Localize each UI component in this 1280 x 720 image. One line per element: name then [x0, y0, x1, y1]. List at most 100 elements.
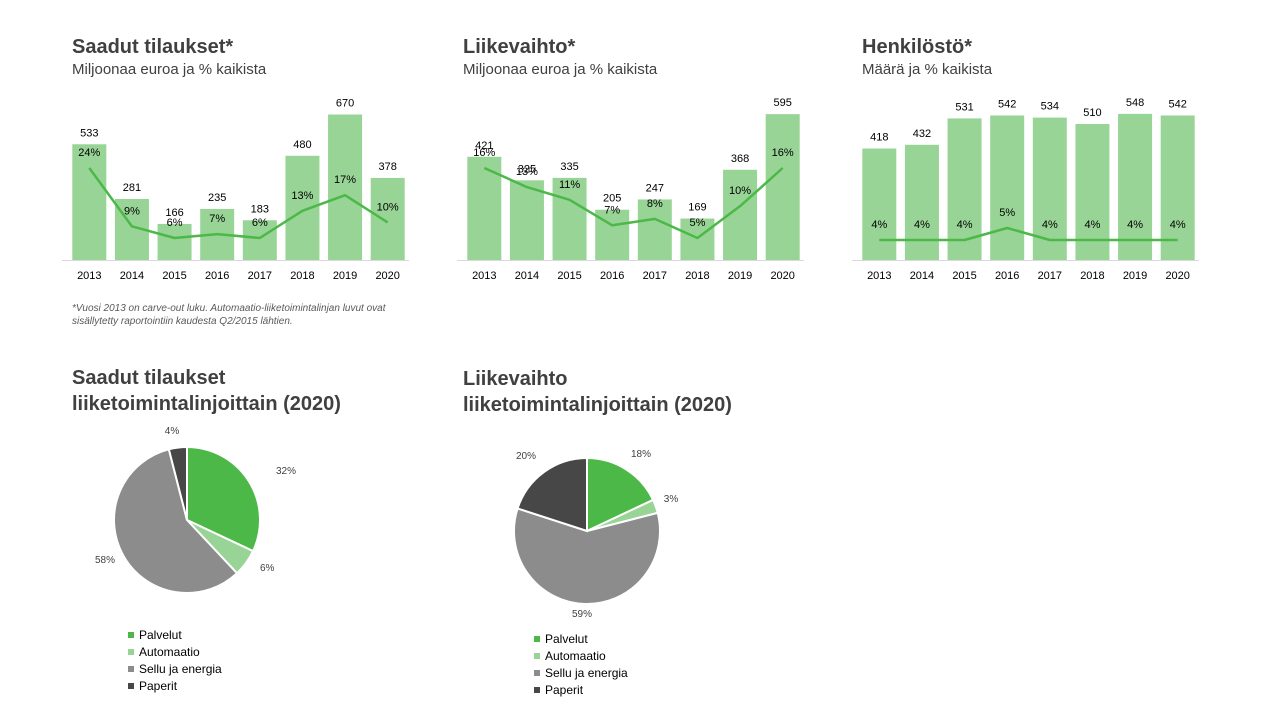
- x-tick-label: 2017: [248, 270, 272, 282]
- bar-value-label: 378: [379, 161, 397, 173]
- bar-value-label: 325: [518, 163, 536, 175]
- legend-item-paperit: Paperit: [128, 677, 222, 694]
- legend-label: Sellu ja energia: [139, 661, 222, 676]
- pie-slice-label: 18%: [631, 449, 651, 460]
- bar: [1160, 115, 1195, 260]
- x-tick-label: 2020: [770, 270, 794, 282]
- percent-line: [879, 226, 1178, 242]
- bar: [637, 199, 672, 260]
- pie-slice: [516, 456, 588, 533]
- pie-slice: [186, 445, 261, 553]
- legend-label: Sellu ja energia: [545, 665, 628, 680]
- legend-swatch: [128, 648, 134, 655]
- bar: [990, 115, 1025, 260]
- legend-swatch: [128, 665, 134, 672]
- pie-slice-label: 32%: [276, 466, 296, 477]
- orders-pie-legend: Palvelut Automaatio Sellu ja energia Pap…: [128, 626, 222, 694]
- bar-value-label: 542: [1169, 98, 1187, 110]
- legend-label: Paperit: [139, 678, 178, 693]
- bar: [328, 114, 363, 260]
- bar: [242, 220, 277, 260]
- orders-pie-header: Saadut tilaukset liiketoimintalinjoittai…: [72, 365, 341, 417]
- orders-chart-header: Saadut tilaukset* Miljoonaa euroa ja % k…: [72, 36, 266, 79]
- revenue-pie-legend: Palvelut Automaatio Sellu ja energia Pap…: [534, 630, 628, 698]
- percent-label: 4%: [914, 219, 930, 231]
- pie-slice-label: 3%: [664, 494, 679, 505]
- legend-item-sellu: Sellu ja energia: [534, 664, 628, 681]
- x-tick-label: 2018: [290, 270, 314, 282]
- percent-label: 5%: [689, 217, 705, 229]
- percent-line: [483, 166, 784, 240]
- bar-value-label: 418: [870, 132, 888, 144]
- percent-label: 17%: [334, 174, 356, 186]
- bar-value-label: 368: [731, 153, 749, 165]
- bar-value-label: 205: [603, 193, 621, 205]
- x-tick-label: 2019: [1123, 270, 1147, 282]
- x-tick-label: 2015: [952, 270, 976, 282]
- bar-value-label: 533: [80, 127, 98, 139]
- bar: [370, 177, 405, 260]
- bar-value-label: 510: [1083, 107, 1101, 119]
- percent-label: 4%: [1127, 219, 1143, 231]
- x-tick-label: 2017: [1038, 270, 1062, 282]
- bar-value-label: 670: [336, 98, 354, 110]
- legend-label: Palvelut: [139, 627, 182, 642]
- percent-label: 13%: [516, 166, 538, 178]
- x-tick-label: 2014: [910, 270, 934, 282]
- pie-slice-label: 20%: [516, 451, 536, 462]
- orders-pie-title-line2: liiketoimintalinjoittain (2020): [72, 393, 341, 415]
- revenue-chart-header: Liikevaihto* Miljoonaa euroa ja % kaikis…: [463, 36, 657, 79]
- bar-value-label: 548: [1126, 97, 1144, 109]
- staff-chart-title: Henkilöstö*: [862, 36, 973, 58]
- bar: [680, 218, 715, 260]
- revenue-pie-chart: 18% 3% 59% 20%: [513, 449, 679, 620]
- x-tick-label: 2017: [643, 270, 667, 282]
- bar-value-label: 531: [955, 101, 973, 113]
- bar: [1075, 124, 1110, 260]
- orders-pie-title-line1: Saadut tilaukset: [72, 367, 226, 389]
- percent-label: 8%: [647, 198, 663, 210]
- bar-value-label: 480: [293, 139, 311, 151]
- x-tick-label: 2014: [515, 270, 539, 282]
- pie-slice-label: 4%: [165, 426, 180, 437]
- percent-label: 11%: [559, 179, 580, 191]
- bar-value-label: 183: [251, 203, 269, 215]
- bar-value-label: 432: [913, 128, 931, 140]
- pie-slice: [513, 507, 661, 605]
- x-tick-label: 2019: [333, 270, 357, 282]
- bar: [862, 148, 897, 260]
- legend-label: Palvelut: [545, 631, 588, 646]
- legend-label: Paperit: [545, 682, 584, 697]
- bar-value-label: 534: [1041, 101, 1059, 113]
- pie-slice-label: 6%: [260, 563, 275, 574]
- bar: [1032, 117, 1067, 260]
- revenue-chart-subtitle: Miljoonaa euroa ja % kaikista: [463, 61, 658, 78]
- legend-swatch: [534, 669, 540, 676]
- revenue-bar-chart: 421 2013 325 2014 335 2015 205 2016 247 2017 169 20…: [457, 97, 804, 282]
- legend-swatch: [534, 686, 540, 693]
- x-tick-label: 2016: [205, 270, 229, 282]
- percent-label: 4%: [1170, 219, 1186, 231]
- percent-label: 16%: [473, 147, 495, 159]
- percent-label: 7%: [604, 204, 620, 216]
- percent-label: 4%: [1084, 219, 1100, 231]
- x-tick-label: 2014: [120, 270, 144, 282]
- revenue-pie-title-line2: liiketoimintalinjoittain (2020): [463, 394, 732, 416]
- percent-label: 6%: [167, 217, 183, 229]
- pie-slice: [586, 456, 655, 533]
- orders-bar-chart: 533 2013 281 2014 166 2015 235 2016 183 2017 480 20…: [62, 98, 409, 282]
- bar-value-label: 595: [774, 97, 792, 109]
- percent-label: 13%: [291, 190, 313, 202]
- pie-slice: [113, 448, 239, 594]
- x-tick-label: 2019: [728, 270, 752, 282]
- bar-value-label: 169: [688, 202, 706, 214]
- pie-slice-label: 58%: [95, 555, 115, 566]
- bar: [765, 114, 800, 260]
- orders-chart-title: Saadut tilaukset*: [72, 36, 234, 58]
- x-tick-label: 2016: [995, 270, 1019, 282]
- legend-item-palvelut: Palvelut: [534, 630, 628, 647]
- orders-chart-subtitle: Miljoonaa euroa ja % kaikista: [72, 61, 267, 78]
- x-tick-label: 2015: [557, 270, 581, 282]
- x-tick-label: 2018: [685, 270, 709, 282]
- percent-label: 4%: [1042, 219, 1058, 231]
